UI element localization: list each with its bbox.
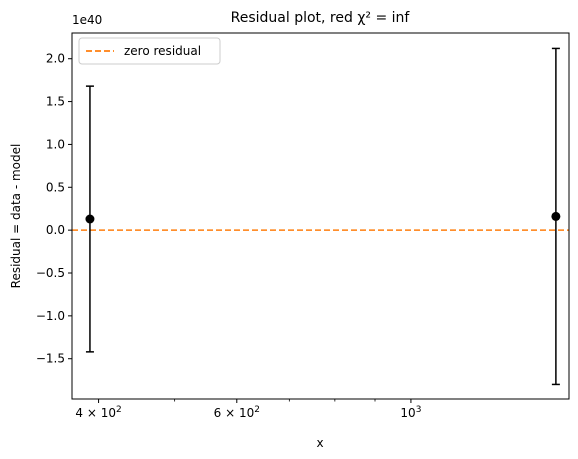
plot-frame (71, 32, 570, 400)
y-tick-label: 1.0 (46, 137, 65, 151)
chart-title: Residual plot, red χ² = inf (231, 10, 411, 26)
legend: zero residual (78, 37, 221, 65)
y-axis-label: Residual = data - model (9, 144, 23, 289)
legend-label-zero-residual: zero residual (124, 44, 201, 58)
y-tick-label: −1.0 (36, 309, 65, 323)
data-point-1 (551, 211, 561, 221)
x-tick-label: 4 × 102 (75, 405, 121, 420)
data-points-layer (85, 47, 561, 386)
y-offset-label: 1e40 (72, 13, 102, 27)
y-tick-label: −0.5 (36, 266, 65, 280)
x-tick-label: 6 × 102 (214, 405, 260, 420)
y-tick-label: 2.0 (46, 52, 65, 66)
y-tick-label: 1.5 (46, 95, 65, 109)
y-tick-label: 0.5 (46, 180, 65, 194)
legend-box (78, 37, 221, 65)
x-tick-label: 103 (400, 405, 421, 420)
y-tick-label: 0.0 (46, 223, 65, 237)
y-axis-ticks: −1.5 −1.0 −0.5 0.0 0.5 1.0 1.5 2.0 (36, 52, 72, 366)
y-tick-label: −1.5 (36, 352, 65, 366)
x-axis-ticks: 4 × 102 6 × 102 103 (75, 399, 421, 420)
x-axis-label: x (316, 436, 323, 450)
data-point-0 (85, 214, 95, 224)
